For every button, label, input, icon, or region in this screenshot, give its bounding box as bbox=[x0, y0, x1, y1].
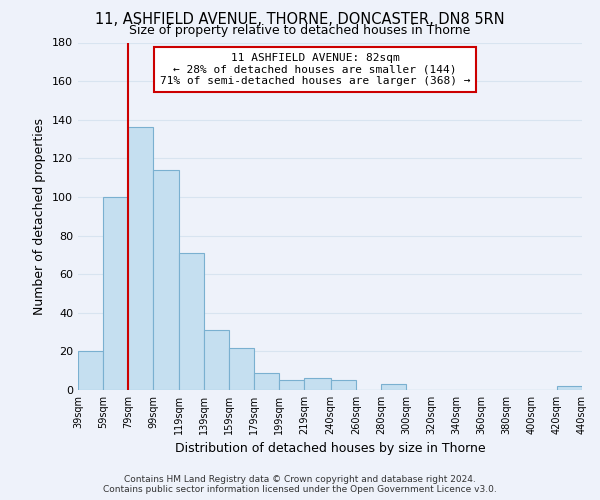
Bar bbox=[304, 378, 331, 390]
Bar bbox=[279, 380, 304, 390]
Bar bbox=[557, 386, 582, 390]
Bar bbox=[203, 330, 229, 390]
Bar bbox=[254, 372, 279, 390]
Bar bbox=[128, 128, 154, 390]
Text: 11 ASHFIELD AVENUE: 82sqm
← 28% of detached houses are smaller (144)
71% of semi: 11 ASHFIELD AVENUE: 82sqm ← 28% of detac… bbox=[160, 53, 470, 86]
Y-axis label: Number of detached properties: Number of detached properties bbox=[34, 118, 46, 315]
Bar bbox=[103, 197, 128, 390]
Bar bbox=[381, 384, 406, 390]
Bar bbox=[229, 348, 254, 390]
Bar bbox=[78, 352, 103, 390]
Text: Contains HM Land Registry data © Crown copyright and database right 2024.
Contai: Contains HM Land Registry data © Crown c… bbox=[103, 474, 497, 494]
Text: 11, ASHFIELD AVENUE, THORNE, DONCASTER, DN8 5RN: 11, ASHFIELD AVENUE, THORNE, DONCASTER, … bbox=[95, 12, 505, 28]
Bar bbox=[179, 253, 203, 390]
Text: Size of property relative to detached houses in Thorne: Size of property relative to detached ho… bbox=[130, 24, 470, 37]
X-axis label: Distribution of detached houses by size in Thorne: Distribution of detached houses by size … bbox=[175, 442, 485, 456]
Bar bbox=[331, 380, 356, 390]
Bar bbox=[154, 170, 179, 390]
